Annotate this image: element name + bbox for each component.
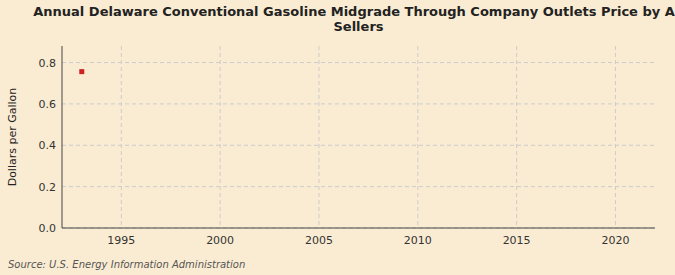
x-tick-label: 2020 <box>601 234 629 247</box>
chart: Annual Delaware Conventional Gasoline Mi… <box>0 0 675 275</box>
source: Source: U.S. Energy Information Administ… <box>8 259 245 270</box>
y-tick-label: 0.2 <box>39 181 57 194</box>
x-axis-line <box>62 228 655 229</box>
chart-container: Annual Delaware Conventional Gasoline Mi… <box>0 0 675 275</box>
x-tick-label: 2000 <box>206 234 234 247</box>
points <box>79 69 84 74</box>
x-tick-label: 1995 <box>107 234 135 247</box>
y-tick-label: 0.6 <box>39 98 57 111</box>
y-grid-line <box>62 145 655 146</box>
y-tick-label: 0.4 <box>39 139 57 152</box>
x-grid-line <box>615 46 616 228</box>
title-line: Sellers <box>333 19 383 34</box>
x-grid-line <box>220 46 221 228</box>
axes: 0.0 0.2 0.4 0.6 0.8 1995 2000 2005 2010 2015 2020 <box>39 46 656 247</box>
x-tick-label: 2005 <box>305 234 333 247</box>
y-grid-line <box>62 228 655 229</box>
data-point <box>79 69 84 74</box>
x-tick-label: 2015 <box>503 234 531 247</box>
y-tick-label: 0.8 <box>39 57 57 70</box>
title-line: Annual Delaware Conventional Gasoline Mi… <box>33 4 675 19</box>
y-axis-line <box>62 46 63 228</box>
y-tick-label: 0.0 <box>39 222 57 235</box>
y-grid-line <box>62 103 655 104</box>
y-grid-line <box>62 186 655 187</box>
y-grid-line <box>62 62 655 63</box>
grid <box>62 46 655 228</box>
title: Annual Delaware Conventional Gasoline Mi… <box>33 4 675 34</box>
y-axis-label: Dollars per Gallon <box>6 88 19 187</box>
x-tick-label: 2010 <box>404 234 432 247</box>
x-grid-line <box>417 46 418 228</box>
x-grid-line <box>516 46 517 228</box>
x-grid-line <box>318 46 319 228</box>
x-grid-line <box>121 46 122 228</box>
